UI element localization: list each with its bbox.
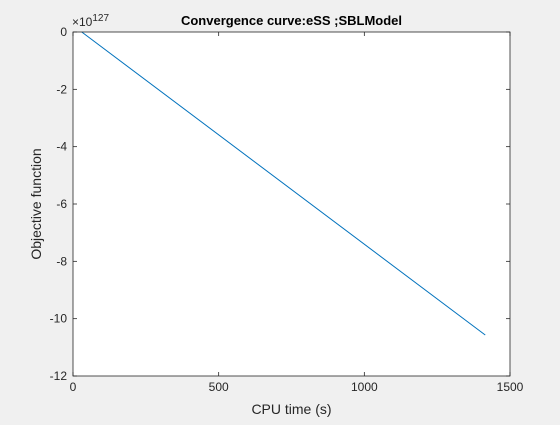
y-tick-label: -8 xyxy=(56,254,67,268)
y-axis-label: Objective function xyxy=(28,148,44,259)
chart-title: Convergence curve:eSS ;SBLModel xyxy=(181,13,402,28)
series-line xyxy=(81,31,486,336)
y-exponent: ×10127 xyxy=(72,13,109,29)
x-tick-label: 0 xyxy=(70,380,77,394)
y-exponent-power: 127 xyxy=(92,13,109,24)
y-tick-label: -2 xyxy=(56,82,67,96)
y-tick-label: 0 xyxy=(60,25,67,39)
x-tick-label: 1500 xyxy=(497,380,524,394)
y-tick-label: -4 xyxy=(56,140,67,154)
x-tick-label: 500 xyxy=(209,380,229,394)
y-exponent-base: ×10 xyxy=(72,15,93,29)
y-tick-label: -10 xyxy=(50,312,68,326)
y-tick-label: -6 xyxy=(56,197,67,211)
x-tick-label: 1000 xyxy=(351,380,378,394)
y-tick-label: -12 xyxy=(50,369,68,383)
x-axis-label: CPU time (s) xyxy=(251,401,331,417)
axes-background xyxy=(73,32,510,376)
